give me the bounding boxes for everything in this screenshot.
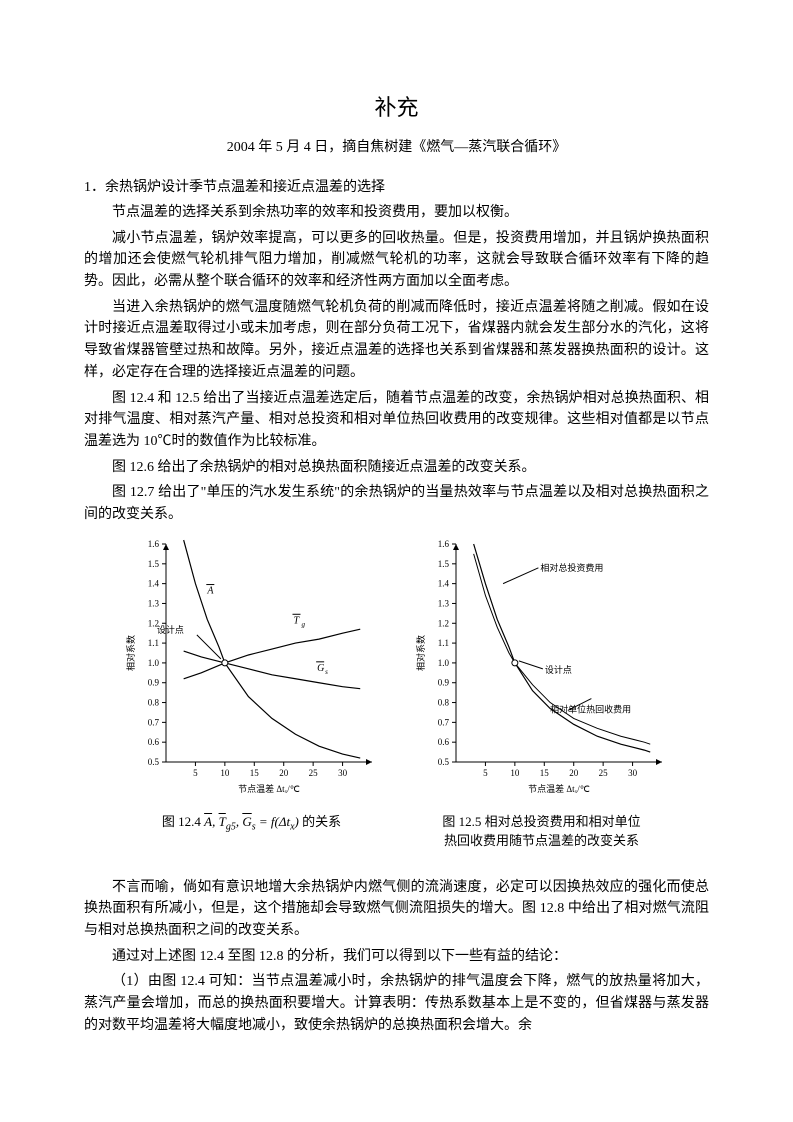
svg-text:1.1: 1.1 [147,638,158,648]
figure-12-4: 0.50.60.70.80.91.01.11.21.31.41.51.65101… [122,536,382,796]
caption-row: 图 12.4 A, Tg5, Gs = f(Δtx) 的关系 图 12.5 相对… [84,812,709,851]
svg-text:1.2: 1.2 [437,618,448,628]
paragraph: 当进入余热锅炉的燃气温度随燃气轮机负荷的削减而降低时，接近点温差将随之削减。假如… [84,297,709,384]
svg-text:相对系数: 相对系数 [415,635,426,671]
svg-text:5: 5 [193,768,198,778]
svg-text:g: g [301,620,305,628]
paragraph: 通过对上述图 12.4 至图 12.8 的分析，我们可以得到以下一些有益的结论： [84,946,709,968]
svg-text:设计点: 设计点 [544,664,571,675]
svg-text:5: 5 [483,768,488,778]
document-page: 补充 2004 年 5 月 4 日，摘自焦树建《燃气—蒸汽联合循环》 1．余热锅… [0,0,793,1122]
svg-text:10: 10 [220,768,230,778]
svg-text:1.0: 1.0 [147,658,159,668]
svg-text:30: 30 [628,768,638,778]
caption-line: 热回收费用随节点温差的改变关系 [444,833,639,848]
svg-text:1.6: 1.6 [147,539,159,549]
paragraph: 图 12.6 给出了余热锅炉的相对总换热面积随接近点温差的改变关系。 [84,457,709,479]
svg-text:10: 10 [510,768,519,778]
svg-text:1.0: 1.0 [437,658,449,668]
svg-text:1.6: 1.6 [437,539,449,549]
paragraph: （1）由图 12.4 可知：当节点温差减小时，余热锅炉的排气温度会下降，燃气的放… [84,971,709,1036]
paragraph: 图 12.7 给出了"单压的汽水发生系统"的余热锅炉的当量热效率与节点温差以及相… [84,482,709,525]
svg-text:15: 15 [249,768,258,778]
svg-text:20: 20 [279,768,289,778]
formula: A, Tg5, Gs = f(Δtx) [204,814,302,829]
figure-row: 0.5 0.6 0.7 0.8 0.9 1.0 1.1 1.2 1.3 1.4 1.5 1.6 5 10 1… [84,536,709,796]
page-title: 补充 [84,90,709,122]
svg-text:1.5: 1.5 [437,558,449,568]
svg-text:相对系数: 相对系数 [125,635,136,671]
paragraph: 不言而喻，倘如有意识地增大余热锅炉内燃气侧的流淌速度，必定可以因换热效应的强化而… [84,877,709,942]
svg-text:A: A [206,585,214,596]
svg-text:0.7: 0.7 [437,717,449,727]
svg-text:30: 30 [338,768,348,778]
caption-text: 的关系 [302,814,341,829]
svg-text:0.6: 0.6 [147,737,159,747]
svg-text:0.9: 0.9 [147,677,159,687]
figure-12-5: 0.5 0.6 0.7 0.8 0.9 1.0 1.1 1.2 1.3 1.4 1.5 1.6 5 10 1… [412,536,672,796]
svg-text:节点温差 Δtₓ/℃: 节点温差 Δtₓ/℃ [528,783,590,794]
svg-text:设计点: 设计点 [156,624,183,635]
svg-text:0.5: 0.5 [437,757,449,767]
svg-text:0.6: 0.6 [437,737,449,747]
section-heading: 1．余热锅炉设计季节点温差和接近点温差的选择 [84,176,709,196]
svg-text:1.5: 1.5 [147,558,159,568]
caption-12-4: 图 12.4 A, Tg5, Gs = f(Δtx) 的关系 [122,812,382,851]
svg-text:0.5: 0.5 [147,757,159,767]
svg-text:1.3: 1.3 [437,598,449,608]
svg-text:0.7: 0.7 [147,717,159,727]
svg-text:1.1: 1.1 [437,638,448,648]
paragraph: 图 12.4 和 12.5 给出了当接近点温差选定后，随着节点温差的改变，余热锅… [84,388,709,453]
svg-text:1.4: 1.4 [147,578,159,588]
caption-12-5: 图 12.5 相对总投资费用和相对单位 热回收费用随节点温差的改变关系 [412,812,672,851]
svg-text:G: G [317,662,324,673]
svg-text:0.9: 0.9 [437,677,449,687]
svg-text:0.8: 0.8 [147,697,159,707]
paragraph: 减小节点温差，锅炉效率提高，可以更多的回收热量。但是，投资费用增加，并且锅炉换热… [84,228,709,293]
svg-text:15: 15 [539,768,549,778]
svg-text:节点温差 Δtₓ/℃: 节点温差 Δtₓ/℃ [238,783,300,794]
svg-text:相对单位热回收费用: 相对单位热回收费用 [550,703,631,714]
svg-text:s: s [325,667,328,675]
paragraph: 节点温差的选择关系到余热功率的效率和投资费用，要加以权衡。 [84,202,709,224]
svg-text:20: 20 [569,768,579,778]
subtitle: 2004 年 5 月 4 日，摘自焦树建《燃气—蒸汽联合循环》 [84,136,709,156]
svg-text:相对总投资费用: 相对总投资费用 [540,561,603,572]
svg-text:25: 25 [598,768,608,778]
svg-text:1.4: 1.4 [437,578,449,588]
svg-text:25: 25 [308,768,318,778]
svg-text:0.8: 0.8 [437,697,449,707]
svg-text:1.3: 1.3 [147,598,159,608]
caption-line: 图 12.5 相对总投资费用和相对单位 [442,814,640,829]
caption-text: 图 12.4 [162,814,204,829]
svg-text:T: T [293,615,300,626]
